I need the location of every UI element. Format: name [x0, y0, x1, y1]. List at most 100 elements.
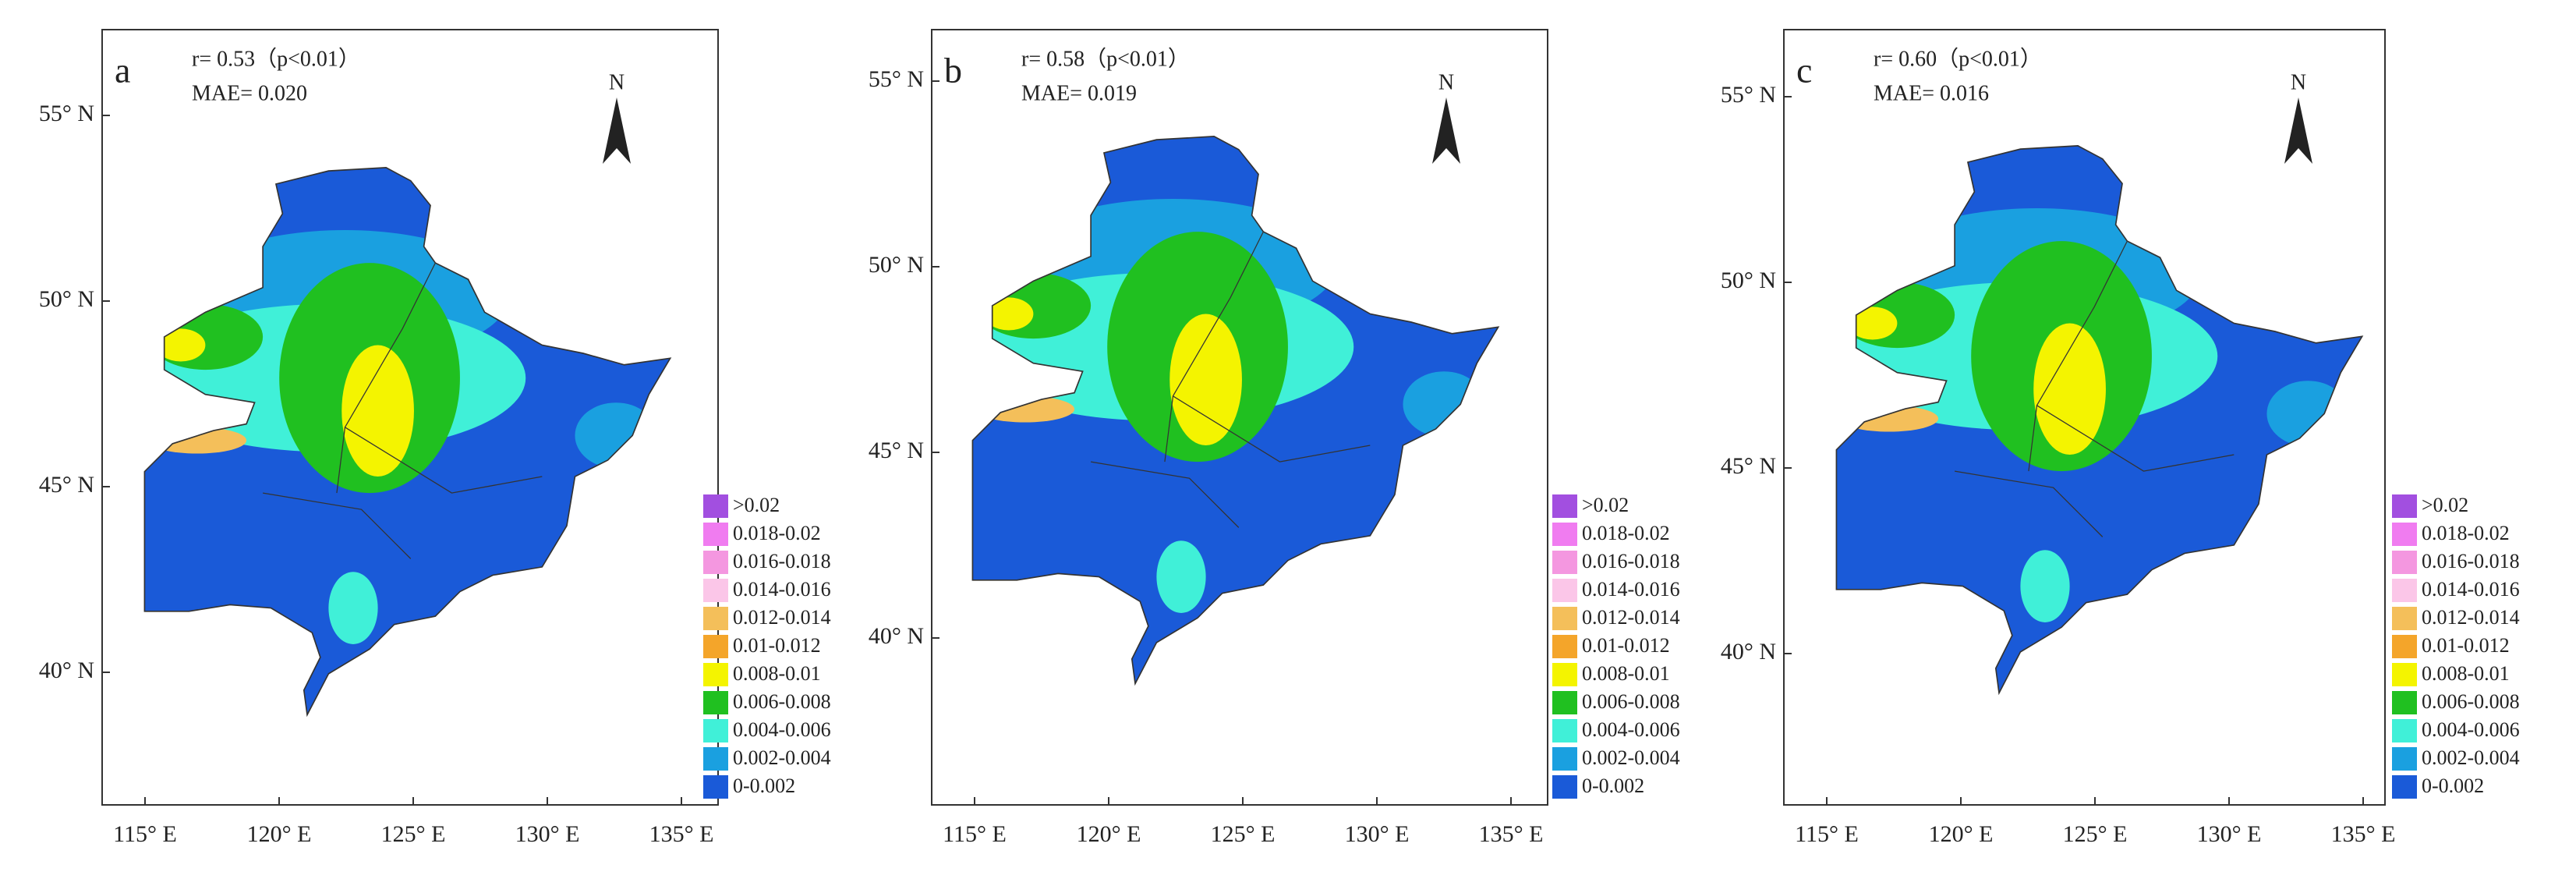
- legend-swatch: [1552, 663, 1577, 686]
- stat-text: r= 0.60（p<0.01）: [1874, 46, 2042, 71]
- north-arrow: [2284, 97, 2312, 164]
- legend-swatch: [1552, 775, 1577, 799]
- panel-label: a: [115, 51, 130, 90]
- lat-label: 50° N: [39, 286, 94, 312]
- lon-label: 125° E: [1211, 821, 1276, 847]
- legend-label: 0.012-0.014: [2422, 606, 2520, 629]
- lon-label: 115° E: [943, 821, 1007, 847]
- legend-label: >0.02: [1582, 494, 1629, 516]
- legend-label: 0.01-0.012: [2422, 634, 2510, 657]
- legend-swatch: [2392, 635, 2417, 658]
- legend-swatch: [2392, 719, 2417, 742]
- legend-label: 0.008-0.01: [1582, 662, 1670, 685]
- stat-text: MAE= 0.020: [192, 81, 307, 105]
- legend-swatch: [2392, 691, 2417, 714]
- map-panel: c r= 0.60（p<0.01） MAE= 0.016 N 55° N 50° N 45°…: [1721, 29, 2520, 847]
- lon-label: 125° E: [2063, 821, 2128, 847]
- legend-swatch: [1552, 691, 1577, 714]
- lon-label: 135° E: [2331, 821, 2396, 847]
- legend-swatch: [703, 719, 728, 742]
- legend-label: 0.014-0.016: [1582, 578, 1680, 601]
- legend-label: 0.008-0.01: [2422, 662, 2510, 685]
- legend-swatch: [1552, 747, 1577, 771]
- legend-label: 0.002-0.004: [2422, 746, 2520, 769]
- north-arrow: [1432, 97, 1460, 164]
- north-label: N: [609, 70, 625, 94]
- lon-label: 125° E: [381, 821, 446, 847]
- legend-label: 0.012-0.014: [733, 606, 831, 629]
- stat-text: r= 0.58（p<0.01）: [1021, 46, 1190, 71]
- legend-swatch: [2392, 747, 2417, 771]
- legend-label: 0.018-0.02: [2422, 522, 2510, 544]
- lon-label: 130° E: [1345, 821, 1410, 847]
- legend-swatch: [2392, 551, 2417, 574]
- legend-label: 0-0.002: [733, 774, 795, 797]
- legend-swatch: [1552, 494, 1577, 518]
- legend-label: 0.014-0.016: [733, 578, 831, 601]
- legend-swatch: [703, 747, 728, 771]
- legend-label: 0.006-0.008: [2422, 690, 2520, 713]
- legend-label: 0.004-0.006: [733, 718, 831, 741]
- legend-swatch: [703, 607, 728, 630]
- lon-label: 135° E: [649, 821, 714, 847]
- legend-swatch: [703, 523, 728, 546]
- legend-label: 0.018-0.02: [1582, 522, 1670, 544]
- legend-label: 0.016-0.018: [733, 550, 831, 572]
- legend-swatch: [1552, 579, 1577, 602]
- legend-swatch: [703, 663, 728, 686]
- lon-label: 130° E: [2197, 821, 2262, 847]
- legend-label: 0.004-0.006: [1582, 718, 1680, 741]
- legend-label: 0-0.002: [1582, 774, 1644, 797]
- legend-swatch: [1552, 607, 1577, 630]
- legend-swatch: [2392, 775, 2417, 799]
- legend-swatch: [2392, 494, 2417, 518]
- lat-label: 40° N: [869, 623, 924, 649]
- lat-label: 45° N: [1721, 453, 1776, 479]
- legend-swatch: [703, 691, 728, 714]
- legend-swatch: [703, 775, 728, 799]
- legend-swatch: [2392, 607, 2417, 630]
- lat-label: 55° N: [39, 101, 94, 126]
- legend-swatch: [703, 551, 728, 574]
- legend-label: 0.006-0.008: [733, 690, 831, 713]
- legend-swatch: [1552, 719, 1577, 742]
- lat-label: 50° N: [1721, 268, 1776, 293]
- lat-label: 45° N: [869, 438, 924, 463]
- lat-label: 50° N: [869, 252, 924, 278]
- lat-label: 40° N: [1721, 639, 1776, 664]
- legend-label: 0.002-0.004: [733, 746, 831, 769]
- legend-label: >0.02: [733, 494, 780, 516]
- lat-label: 55° N: [1721, 82, 1776, 108]
- lon-label: 115° E: [1795, 821, 1859, 847]
- lat-label: 45° N: [39, 472, 94, 498]
- map-panel: a r= 0.53（p<0.01） MAE= 0.020 N 55° N 50° N 45°…: [39, 29, 831, 847]
- legend-swatch: [2392, 523, 2417, 546]
- north-arrow: [603, 97, 631, 164]
- legend-label: 0.006-0.008: [1582, 690, 1680, 713]
- legend-label: 0.002-0.004: [1582, 746, 1680, 769]
- stat-text: MAE= 0.016: [1874, 81, 1989, 105]
- panel-label: c: [1796, 51, 1812, 90]
- legend-label: 0.01-0.012: [733, 634, 821, 657]
- legend-swatch: [703, 635, 728, 658]
- legend-label: 0.004-0.006: [2422, 718, 2520, 741]
- legend-label: 0.016-0.018: [2422, 550, 2520, 572]
- north-label: N: [2291, 70, 2306, 94]
- legend-label: 0.014-0.016: [2422, 578, 2520, 601]
- panel-label: b: [944, 51, 962, 90]
- legend-swatch: [1552, 635, 1577, 658]
- legend-label: >0.02: [2422, 494, 2468, 516]
- lat-label: 55° N: [869, 66, 924, 92]
- lon-label: 120° E: [247, 821, 312, 847]
- legend-swatch: [2392, 663, 2417, 686]
- lon-label: 120° E: [1077, 821, 1141, 847]
- legend-label: 0-0.002: [2422, 774, 2484, 797]
- lon-label: 135° E: [1479, 821, 1544, 847]
- lon-label: 120° E: [1929, 821, 1994, 847]
- legend-swatch: [1552, 551, 1577, 574]
- legend-label: 0.012-0.014: [1582, 606, 1680, 629]
- legend-label: 0.01-0.012: [1582, 634, 1670, 657]
- legend-swatch: [1552, 523, 1577, 546]
- stat-text: MAE= 0.019: [1021, 81, 1137, 105]
